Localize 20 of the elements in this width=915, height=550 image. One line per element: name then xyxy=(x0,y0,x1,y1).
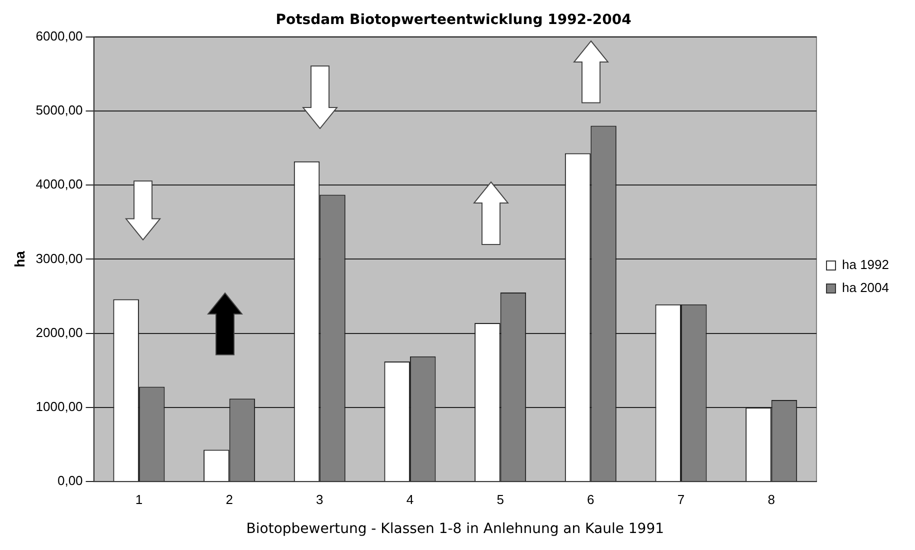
y-tick-label: 1000,00 xyxy=(36,399,83,414)
x-tick-label: 7 xyxy=(677,492,685,507)
y-tick-label: 3000,00 xyxy=(36,250,83,266)
y-tick-label: 5000,00 xyxy=(36,102,83,118)
y-tick-label: 0,00 xyxy=(57,473,83,488)
x-tick-label: 4 xyxy=(406,492,414,507)
y-tick-label: 6000,00 xyxy=(36,28,83,44)
y-tick-label: 4000,00 xyxy=(36,176,83,192)
x-tick-label: 5 xyxy=(496,492,504,507)
x-tick-label: 6 xyxy=(587,492,594,507)
x-tick-label: 2 xyxy=(226,492,233,507)
legend-label: ha 1992 xyxy=(842,257,890,272)
y-tick-label: 2000,00 xyxy=(36,324,83,340)
x-tick-label: 3 xyxy=(316,492,324,507)
legend-label: ha 2004 xyxy=(842,280,890,296)
y-axis-title: ha xyxy=(11,250,28,268)
x-tick-label: 8 xyxy=(768,492,775,507)
x-tick-label: 1 xyxy=(135,492,143,507)
chart-title: Potsdam Biotopwerteentwicklung 1992-2004 xyxy=(276,12,632,28)
x-axis-title: Biotopbewertung - Klassen 1-8 in Anlehnung an Kaule 1991 xyxy=(246,521,664,538)
